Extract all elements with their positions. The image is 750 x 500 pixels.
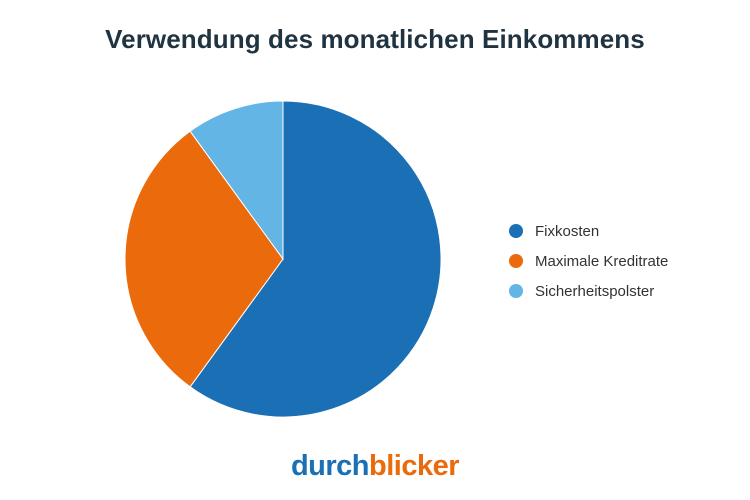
legend-item: Fixkosten [509, 216, 668, 246]
logo-part-blicker: blicker [369, 450, 460, 482]
brand-logo: durchblicker [0, 450, 750, 483]
legend-item: Sicherheitspolster [509, 276, 668, 306]
pie-slice-sicherheitspolster [189, 100, 284, 261]
chart-title: Verwendung des monatlichen Einkommens [105, 24, 645, 54]
legend-swatch [509, 284, 523, 298]
pie-slices [124, 100, 442, 418]
legend-label: Maximale Kreditrate [535, 252, 669, 270]
legend-swatch [509, 254, 523, 268]
chart-legend: Fixkosten Maximale Kreditrate Sicherheitsp… [509, 216, 668, 306]
legend-swatch [509, 224, 523, 238]
pie-slice-maximale-kreditrate [124, 130, 284, 388]
legend-label: Fixkosten [535, 222, 600, 240]
logo-part-durch: durch [290, 450, 370, 482]
pie-slice-fixkosten [189, 100, 442, 418]
legend-item: Maximale Kreditrate [509, 246, 668, 276]
legend-label: Sicherheitspolster [535, 282, 655, 300]
